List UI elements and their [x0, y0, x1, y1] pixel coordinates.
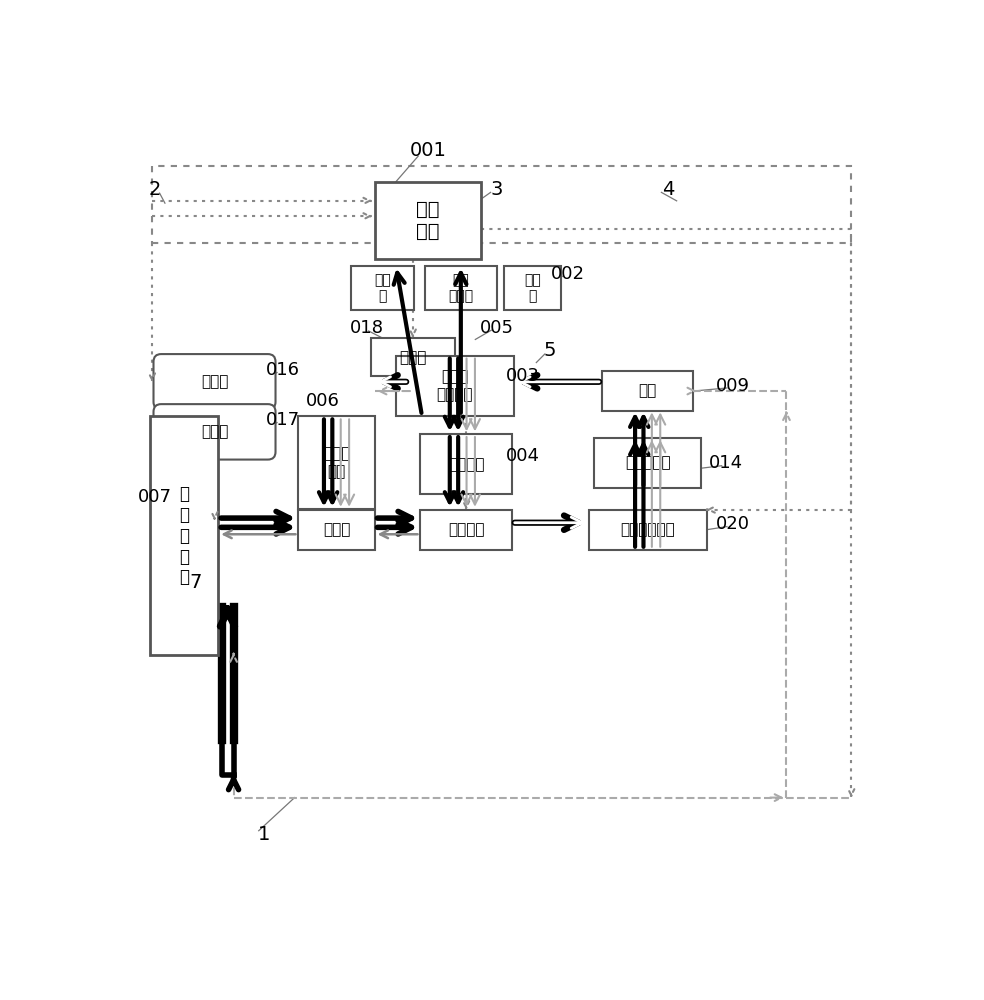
- Text: 016: 016: [266, 361, 300, 379]
- Text: 单向阀: 单向阀: [201, 374, 228, 389]
- FancyBboxPatch shape: [396, 356, 514, 416]
- Text: 018: 018: [350, 319, 384, 337]
- Text: 节流阀: 节流阀: [201, 424, 228, 439]
- Text: 007: 007: [138, 488, 172, 506]
- Text: 机油冷
却器: 机油冷 却器: [323, 446, 350, 479]
- Text: 014: 014: [708, 454, 743, 472]
- FancyBboxPatch shape: [351, 266, 413, 310]
- Text: 节流阀: 节流阀: [400, 350, 426, 365]
- Text: 002: 002: [551, 265, 585, 283]
- FancyBboxPatch shape: [420, 510, 512, 550]
- Text: 4: 4: [662, 180, 674, 199]
- FancyBboxPatch shape: [420, 434, 512, 494]
- FancyBboxPatch shape: [594, 438, 701, 488]
- Text: 电控辅助水泵: 电控辅助水泵: [620, 522, 675, 537]
- FancyBboxPatch shape: [375, 182, 481, 259]
- Text: 缸体水套: 缸体水套: [448, 457, 484, 472]
- Text: 高
温
散
热
器: 高 温 散 热 器: [179, 485, 189, 586]
- Text: 003: 003: [507, 367, 540, 385]
- FancyBboxPatch shape: [602, 371, 694, 411]
- Text: 3: 3: [490, 180, 503, 199]
- Text: 005: 005: [479, 319, 514, 337]
- Text: 020: 020: [716, 515, 750, 533]
- FancyBboxPatch shape: [298, 510, 375, 550]
- Text: 006: 006: [306, 392, 339, 410]
- FancyBboxPatch shape: [298, 416, 375, 509]
- Text: 009: 009: [716, 377, 750, 395]
- Text: 004: 004: [507, 447, 540, 465]
- Text: 2: 2: [149, 180, 161, 199]
- FancyBboxPatch shape: [150, 416, 218, 655]
- Text: 电子
节温器: 电子 节温器: [449, 273, 473, 303]
- Text: 副阀
门: 副阀 门: [524, 273, 541, 303]
- Text: 开关式
机械水泵: 开关式 机械水泵: [437, 369, 473, 402]
- FancyBboxPatch shape: [154, 354, 276, 410]
- Text: 5: 5: [544, 342, 556, 360]
- Text: 017: 017: [266, 411, 300, 429]
- Text: 缸盖水套: 缸盖水套: [448, 522, 484, 537]
- Text: 7: 7: [189, 572, 202, 591]
- FancyBboxPatch shape: [154, 404, 276, 460]
- FancyBboxPatch shape: [425, 266, 497, 310]
- Text: 出水口: 出水口: [323, 522, 350, 537]
- Text: 膨胀
水箱: 膨胀 水箱: [416, 200, 440, 241]
- Text: 涡轮增压器: 涡轮增压器: [625, 455, 670, 470]
- FancyBboxPatch shape: [371, 338, 455, 376]
- Text: 暖风: 暖风: [639, 384, 656, 399]
- Text: 1: 1: [258, 825, 271, 844]
- Text: 001: 001: [409, 141, 447, 160]
- Text: 主阀
门: 主阀 门: [374, 273, 391, 303]
- FancyBboxPatch shape: [588, 510, 707, 550]
- FancyBboxPatch shape: [504, 266, 561, 310]
